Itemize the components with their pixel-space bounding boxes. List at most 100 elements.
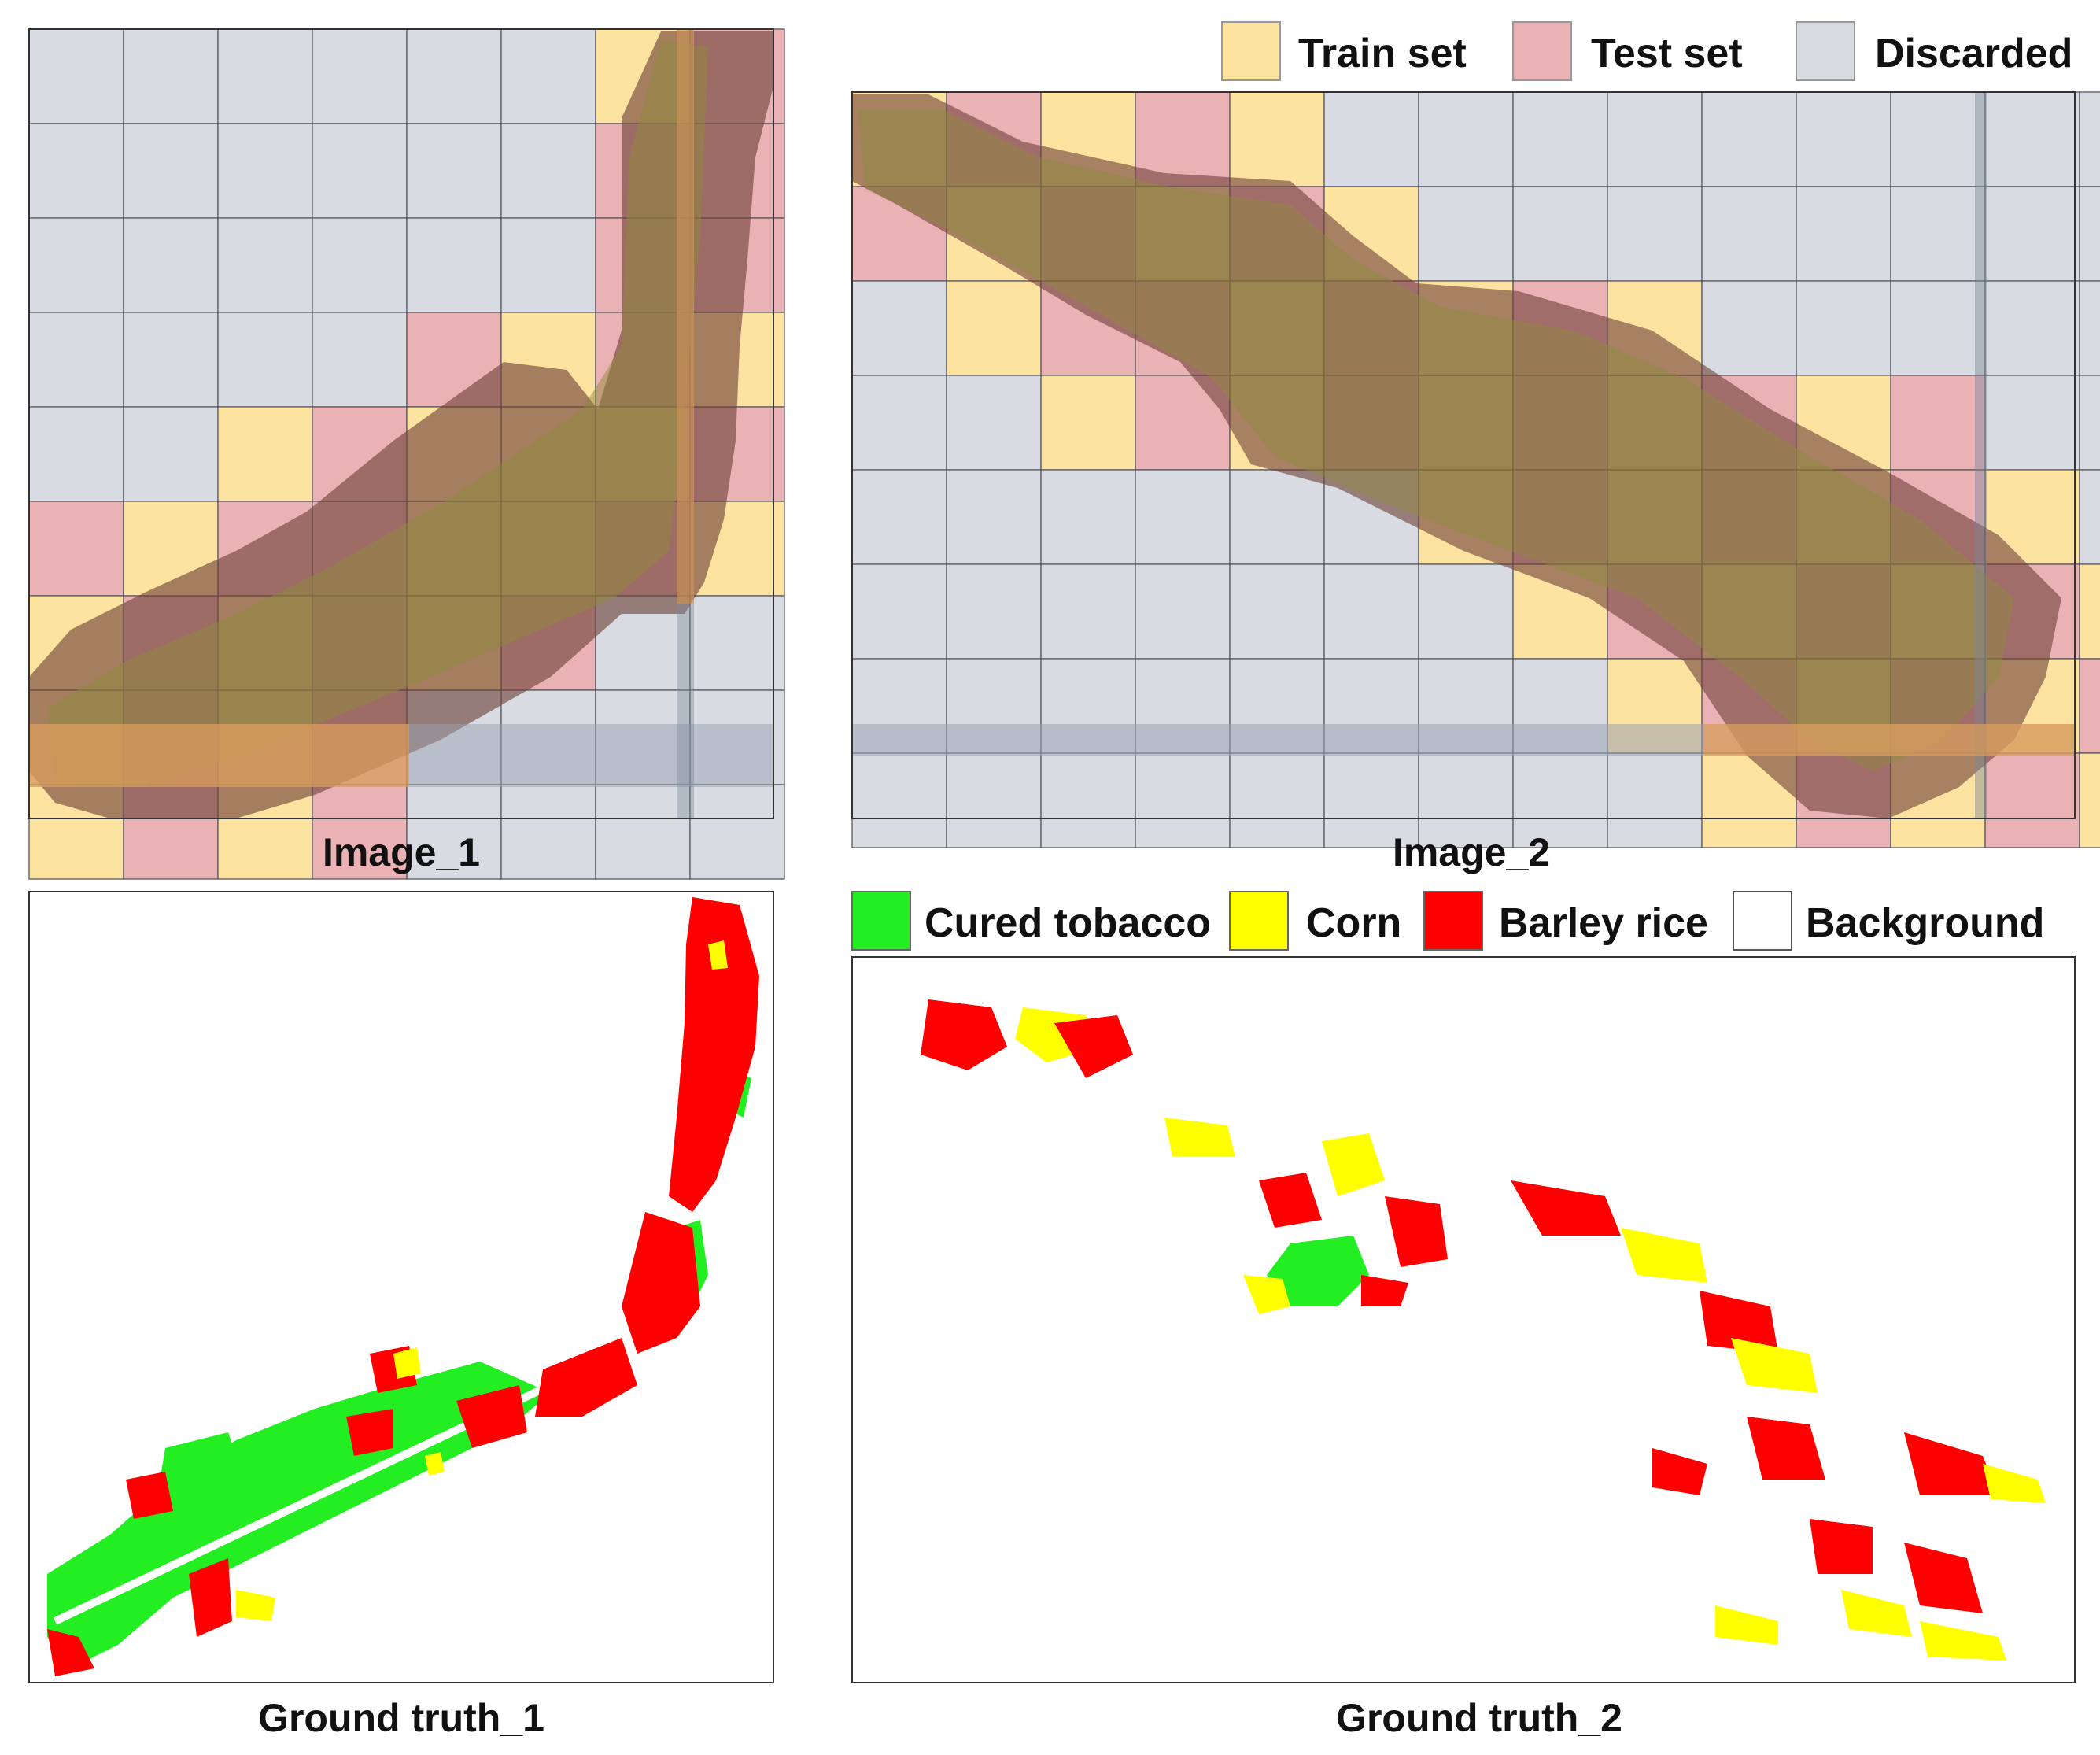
ground-truth-2-caption: Ground truth_2 xyxy=(1336,1696,1622,1740)
barley-rice-swatch xyxy=(1423,891,1483,951)
gt2-barley-mid-a xyxy=(1259,1173,1322,1228)
image-2-discarded-cell xyxy=(1607,186,1703,282)
image-2-discarded-cell xyxy=(1323,752,1419,848)
image-2-orange-highlight xyxy=(1703,724,2075,756)
image-2-train-cell xyxy=(2079,752,2100,848)
image-1-discarded-cell xyxy=(500,217,596,313)
image-2-test-cell xyxy=(1984,752,2080,848)
gt2-corn-right-b xyxy=(1731,1338,1818,1393)
gt2-barley-right-a xyxy=(1511,1180,1621,1236)
split-legend: Train set Test set Discarded xyxy=(1221,21,2072,81)
image-2-discarded-cell xyxy=(851,469,947,565)
test-set-swatch xyxy=(1512,21,1572,81)
image-1-discarded-cell xyxy=(406,123,502,219)
image-2-discarded-cell xyxy=(1890,91,1986,187)
image-1-panel: Image_1 xyxy=(28,28,785,880)
image-2-imagery xyxy=(852,94,2061,818)
class-legend: Cured tobacco Corn Barley rice Backgroun… xyxy=(851,891,2044,951)
image-1-discarded-cell xyxy=(406,217,502,313)
background-swatch xyxy=(1733,891,1792,951)
gt1-barley-patch-c xyxy=(126,1472,173,1519)
image-2-discarded-cell xyxy=(1418,186,1514,282)
image-2-caption: Image_2 xyxy=(1393,830,1550,874)
image-2-discarded-cell xyxy=(1701,91,1797,187)
gt2-barley-right-f xyxy=(1904,1543,1983,1613)
image-2-train-cell xyxy=(1229,91,1325,187)
image-1-orange-highlight xyxy=(29,724,409,787)
gt2-barley-right-c xyxy=(1747,1417,1825,1480)
image-2-discarded-cell xyxy=(1512,752,1608,848)
image-2-train-cell xyxy=(1040,375,1136,471)
gt2-barley-right-b xyxy=(1700,1291,1778,1354)
image-1-discarded-cell xyxy=(28,406,124,502)
image-2-field-strip xyxy=(852,94,2061,818)
gt2-barley-top xyxy=(1054,1015,1133,1078)
test-set-label: Test set xyxy=(1591,31,1743,76)
image-1-field-strip xyxy=(29,31,773,818)
image-1-discarded-cell xyxy=(28,123,124,219)
gt2-barley-center xyxy=(1361,1275,1408,1306)
image-2-discarded-cell xyxy=(851,563,947,660)
image-1-discarded-cell xyxy=(312,28,408,124)
corn-swatch xyxy=(1229,891,1289,951)
gt1-corn-patch-d xyxy=(425,1452,445,1476)
image-1-discarded-cell xyxy=(217,28,313,124)
gt1-barley-patch-d xyxy=(189,1558,232,1637)
gt1-barley-upper-arm xyxy=(669,897,759,1212)
gt2-corn-center xyxy=(1243,1275,1290,1314)
image-2-discarded-cell xyxy=(1512,186,1608,282)
gt1-tobacco-block xyxy=(157,1432,244,1511)
image-1-discarded-cell xyxy=(217,123,313,219)
image-1-train-cell xyxy=(217,406,313,502)
ground-truth-2-frame xyxy=(851,956,2076,1683)
image-1-discarded-cell xyxy=(500,28,596,124)
train-set-swatch xyxy=(1221,21,1281,81)
image-2-discarded-cell xyxy=(1796,186,1891,282)
image-2-discarded-cell xyxy=(1229,469,1325,565)
image-2-discarded-cell xyxy=(1796,91,1891,187)
image-1-frame xyxy=(28,28,774,819)
image-2-test-cell xyxy=(2079,658,2100,754)
ground-truth-1-map xyxy=(47,897,759,1676)
image-2-test-cell xyxy=(1890,375,1986,471)
image-2-discarded-cell xyxy=(1701,186,1797,282)
image-1-orange-vertical xyxy=(677,29,694,604)
image-2-panel: Image_2 xyxy=(851,91,2100,874)
image-2-discarded-cell xyxy=(1607,752,1703,848)
image-2-discarded-cell xyxy=(2079,375,2100,471)
background-label: Background xyxy=(1806,900,2044,946)
image-2-discarded-cell xyxy=(1984,91,2080,187)
image-2-discarded-cell xyxy=(1418,752,1514,848)
discarded-label: Discarded xyxy=(1875,31,2072,76)
image-2-discarded-cell xyxy=(1418,91,1514,187)
ground-truth-1-panel: Ground truth_1 xyxy=(28,891,774,1740)
ground-truth-2-panel: Ground truth_2 xyxy=(851,956,2076,1740)
image-1-discarded-cell xyxy=(312,312,408,408)
image-1-discarded-cell xyxy=(312,217,408,313)
image-2-field-strip-light xyxy=(858,110,2014,771)
image-1-discarded-cell xyxy=(217,312,313,408)
image-2-discarded-cell xyxy=(1890,186,1986,282)
image-2-discarded-cell xyxy=(851,280,947,376)
ground-truth-2-map xyxy=(921,999,2046,1661)
image-2-discarded-cell xyxy=(1607,91,1703,187)
image-1-discarded-cell xyxy=(123,217,219,313)
image-2-discarded-cell xyxy=(1229,563,1325,660)
cured-tobacco-swatch xyxy=(851,891,911,951)
image-2-discarded-cell xyxy=(1040,752,1136,848)
image-1-imagery xyxy=(29,31,773,818)
gt2-barley-right-e xyxy=(1810,1519,1873,1574)
barley-rice-label: Barley rice xyxy=(1499,900,1708,946)
image-1-discarded-cell xyxy=(217,217,313,313)
image-2-frame xyxy=(851,91,2076,819)
image-2-discarded-cell xyxy=(946,563,1042,660)
image-2-discarded-cell xyxy=(1418,563,1514,660)
gt1-barley-lower-arm xyxy=(535,1338,637,1417)
image-1-discarded-cell xyxy=(28,312,124,408)
image-2-discarded-cell xyxy=(1040,469,1136,565)
image-2-discarded-cell xyxy=(1984,375,2080,471)
image-2-discarded-cell xyxy=(2079,469,2100,565)
image-2-discarded-cell xyxy=(1984,186,2080,282)
gt2-barley-mid-b xyxy=(1385,1196,1448,1267)
